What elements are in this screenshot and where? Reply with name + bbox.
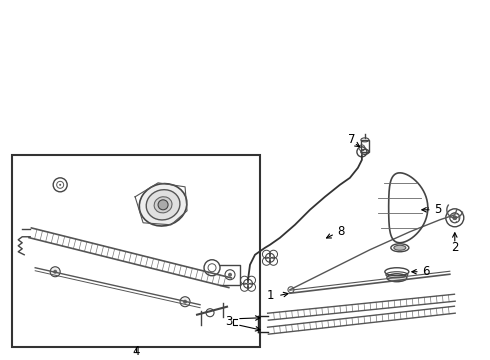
Circle shape: [228, 273, 232, 277]
Circle shape: [453, 216, 457, 220]
Text: 8: 8: [337, 225, 344, 238]
Circle shape: [59, 184, 61, 186]
Text: 5: 5: [434, 203, 441, 216]
Circle shape: [50, 267, 60, 277]
Circle shape: [53, 270, 57, 274]
Ellipse shape: [387, 274, 407, 282]
Text: 6: 6: [422, 265, 429, 278]
Bar: [12, 155, 260, 347]
Ellipse shape: [146, 190, 180, 220]
Circle shape: [158, 200, 168, 210]
Bar: [361, 140, 369, 152]
Ellipse shape: [154, 197, 172, 213]
Text: 3: 3: [225, 315, 233, 328]
Text: 2: 2: [451, 241, 459, 254]
Text: 1: 1: [267, 289, 274, 302]
Ellipse shape: [139, 184, 187, 226]
Text: 7: 7: [348, 133, 356, 147]
Text: 4: 4: [132, 345, 140, 358]
Circle shape: [180, 297, 190, 307]
Circle shape: [183, 300, 187, 304]
Ellipse shape: [394, 245, 406, 250]
